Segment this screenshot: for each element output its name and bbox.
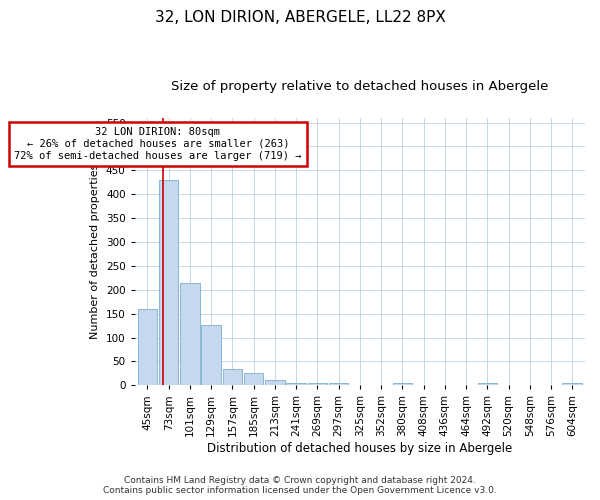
Bar (223, 368, 242, 386)
Bar (478, 383, 497, 386)
Text: Contains HM Land Registry data © Crown copyright and database right 2024.
Contai: Contains HM Land Registry data © Crown c… (103, 476, 497, 495)
Bar (562, 383, 582, 386)
X-axis label: Distribution of detached houses by size in Abergele: Distribution of detached houses by size … (207, 442, 512, 455)
Title: Size of property relative to detached houses in Abergele: Size of property relative to detached ho… (171, 80, 548, 93)
Text: 32 LON DIRION: 80sqm
← 26% of detached houses are smaller (263)
72% of semi-deta: 32 LON DIRION: 80sqm ← 26% of detached h… (14, 128, 302, 160)
Text: 32, LON DIRION, ABERGELE, LL22 8PX: 32, LON DIRION, ABERGELE, LL22 8PX (155, 10, 445, 25)
Bar (329, 383, 349, 386)
Bar (244, 374, 263, 386)
Bar (308, 383, 327, 386)
Bar (202, 324, 221, 386)
Bar (286, 383, 306, 386)
Bar (137, 309, 157, 386)
Y-axis label: Number of detached properties: Number of detached properties (90, 164, 100, 339)
Bar (392, 383, 412, 386)
Bar (159, 180, 178, 386)
Bar (180, 282, 200, 386)
Bar (265, 380, 284, 386)
